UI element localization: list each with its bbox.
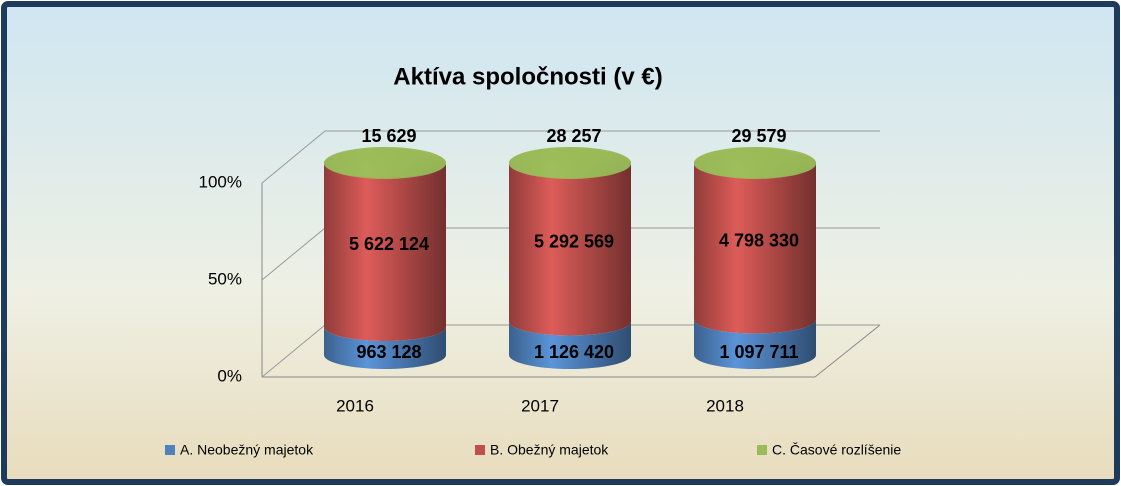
data-label: 4 798 330 <box>719 230 799 250</box>
data-label: 15 629 <box>361 126 416 146</box>
legend-label: A. Neobežný majetok <box>180 442 314 458</box>
cylinder-segment <box>509 321 631 369</box>
y-tick-label: 50% <box>208 269 242 288</box>
data-label: 1 126 420 <box>534 342 614 362</box>
data-label: 5 622 124 <box>349 234 429 254</box>
cylinder-segment <box>324 163 446 341</box>
data-label: 29 579 <box>731 126 786 146</box>
legend-swatch <box>165 445 175 455</box>
grid-line <box>261 130 880 184</box>
cylinder-segment <box>694 163 816 334</box>
cylinder-segment <box>324 326 446 369</box>
y-tick-label: 100% <box>199 172 242 191</box>
cylinder-segment <box>509 163 631 336</box>
floor-edge <box>814 324 881 378</box>
y-tick-label: 0% <box>217 366 242 385</box>
data-label: 963 128 <box>356 342 421 362</box>
data-label: 5 292 569 <box>534 231 614 251</box>
x-tick-label: 2017 <box>521 396 559 415</box>
cylinder-top <box>694 147 816 179</box>
cylinder-top <box>324 147 446 179</box>
legend-swatch <box>475 445 485 455</box>
legend-label: B. Obežný majetok <box>490 442 609 458</box>
data-label: 28 257 <box>546 126 601 146</box>
cylinder-segment <box>694 319 816 369</box>
cylinder-top <box>509 147 631 179</box>
chart-title: Aktíva spoločnosti (v €) <box>393 63 662 90</box>
data-label: 1 097 711 <box>719 342 798 362</box>
legend-swatch <box>757 445 767 455</box>
legend-label: C. Časové rozlíšenie <box>772 442 901 458</box>
x-tick-label: 2016 <box>336 396 374 415</box>
x-tick-label: 2018 <box>706 396 744 415</box>
